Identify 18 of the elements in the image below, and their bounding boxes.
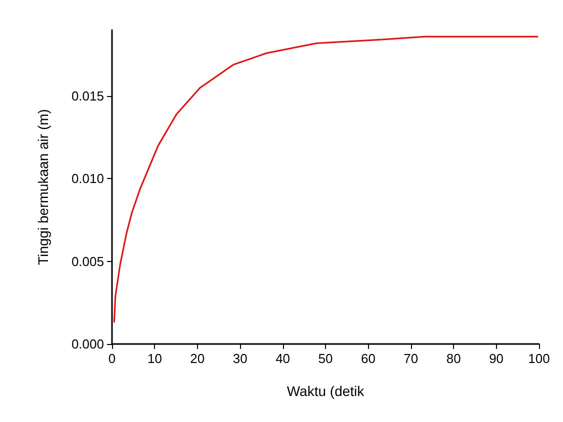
x-tick-label: 0	[108, 351, 116, 366]
y-tick-label: 0.000	[71, 336, 104, 352]
x-tick-label: 10	[147, 351, 162, 366]
x-tick-label: 20	[190, 351, 205, 366]
x-tick-label: 60	[360, 351, 376, 366]
x-tick-label: 30	[232, 351, 248, 366]
y-tick-label: 0.010	[71, 171, 104, 186]
x-tick-label: 50	[318, 351, 333, 366]
x-tick-label: 40	[276, 351, 290, 366]
y-tick-label: 0.005	[71, 254, 104, 269]
x-tick-label: 100	[528, 351, 550, 366]
x-tick-label: 80	[446, 351, 461, 366]
y-axis-title: Tinggi bermukaan air (m)	[35, 109, 51, 265]
y-tick-label: 0.015	[71, 88, 104, 104]
x-axis-title: Waktu (detik	[286, 383, 366, 399]
x-tick-label: 90	[489, 351, 504, 366]
x-tick-label: 70	[404, 351, 418, 366]
line-series	[113, 36, 539, 324]
